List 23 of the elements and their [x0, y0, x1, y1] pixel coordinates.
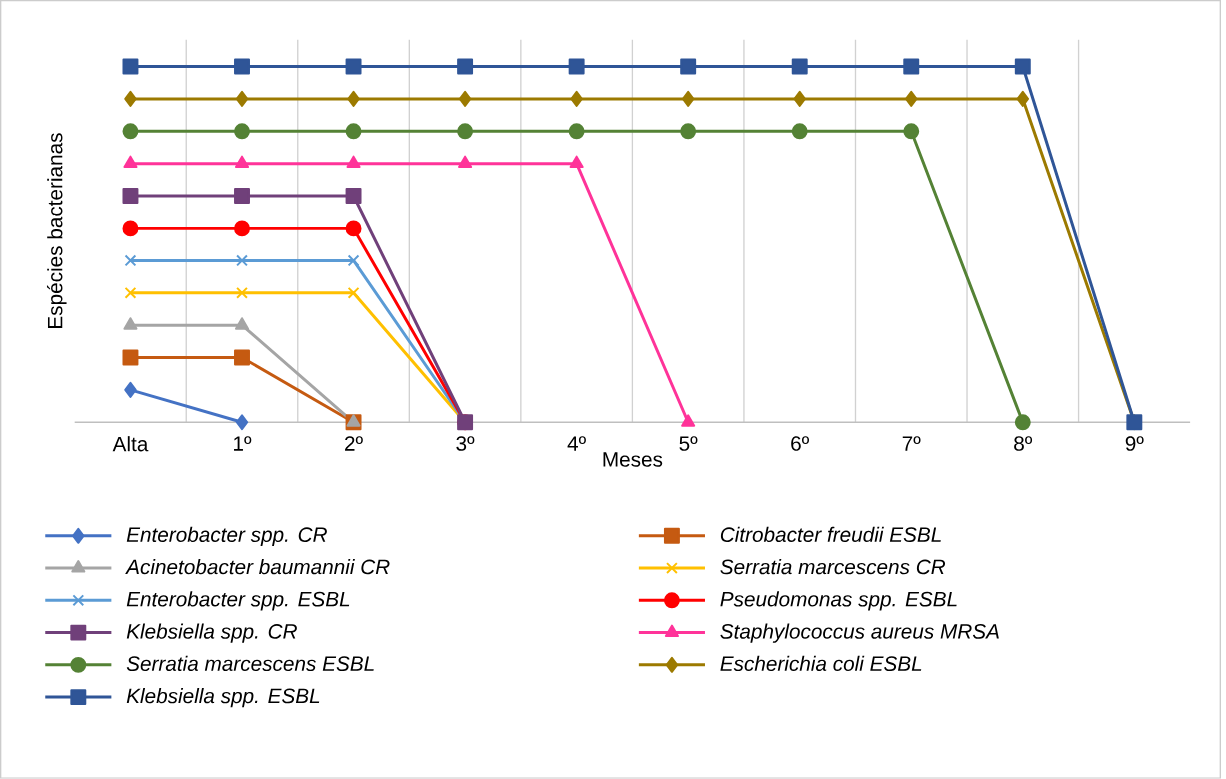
y-axis-title: Espécies bacterianas [46, 133, 67, 329]
x-tick-label: 5º [679, 436, 698, 451]
x-tick-label: 2º [345, 436, 363, 451]
x-tick-label: Alta [112, 436, 149, 452]
x-tick-label: 3º [456, 436, 475, 451]
x-axis-title: Meses [603, 452, 663, 467]
legend-label: Serratia marcescens ESBL [126, 655, 374, 672]
legend-label: Klebsiella spp. ESBL [126, 688, 320, 708]
legend-label: Acinetobacter baumannii CR [125, 559, 390, 575]
legend-label: Pseudomonas spp. ESBL [720, 591, 957, 611]
x-tick-label: 8º [1014, 436, 1033, 451]
legend-label: Escherichia coli ESBL [720, 655, 922, 672]
legend-label: Klebsiella spp. CR [126, 623, 297, 643]
legend-label: Serratia marcescens CR [720, 559, 946, 575]
x-tick-label: 4º [567, 436, 586, 451]
legend-label: Enterobacter spp. CR [126, 526, 327, 547]
legend-label: Staphylococcus aureus MRSA [720, 623, 999, 643]
legend-label: Citrobacter freudii ESBL [720, 526, 941, 543]
legend-label: Enterobacter spp. ESBL [126, 591, 350, 611]
x-tick-label: 6º [791, 436, 810, 451]
x-tick-label: 7º [902, 436, 921, 451]
x-tick-label: 9º [1125, 436, 1144, 451]
x-tick-label: 1º [234, 436, 252, 451]
